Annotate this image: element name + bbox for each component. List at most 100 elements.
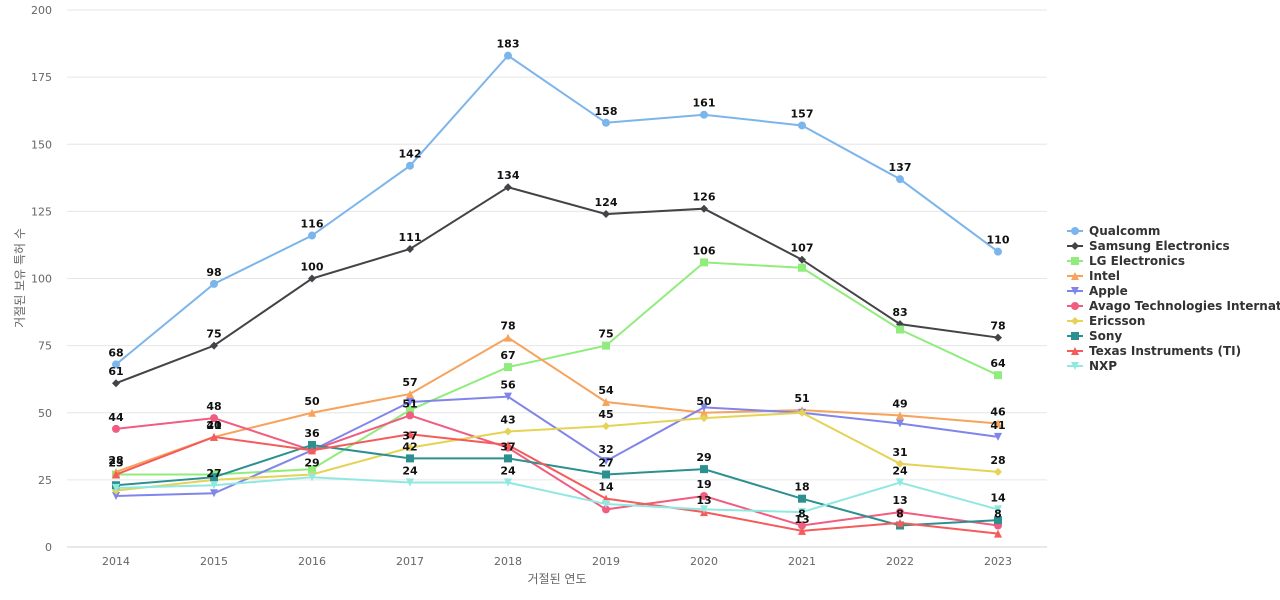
legend-label: Intel bbox=[1089, 269, 1120, 283]
series-7 bbox=[112, 440, 1002, 530]
data-point bbox=[700, 505, 708, 514]
data-point bbox=[602, 398, 610, 407]
y-tick-label: 0 bbox=[45, 541, 52, 554]
data-point bbox=[504, 333, 512, 342]
data-point bbox=[112, 424, 120, 433]
data-point bbox=[994, 333, 1002, 342]
data-label: 8 bbox=[994, 508, 1002, 521]
data-label: 29 bbox=[696, 451, 711, 464]
series-5 bbox=[112, 411, 1002, 530]
data-point bbox=[602, 500, 610, 509]
legend-marker bbox=[1071, 332, 1079, 340]
legend-item: NXP bbox=[1067, 359, 1117, 373]
x-tick-label: 2017 bbox=[396, 555, 424, 568]
legend-item: Texas Instruments (TI) bbox=[1067, 344, 1241, 358]
data-point bbox=[700, 403, 708, 412]
data-label: 57 bbox=[402, 376, 417, 389]
data-label: 124 bbox=[595, 196, 618, 209]
series-line bbox=[115, 336, 999, 473]
legend-item: Ericsson bbox=[1067, 314, 1145, 328]
data-point bbox=[308, 274, 316, 283]
data-point bbox=[210, 279, 218, 288]
data-label: 50 bbox=[696, 395, 712, 408]
data-point bbox=[994, 529, 1002, 538]
data-point bbox=[896, 459, 904, 468]
data-point bbox=[896, 419, 904, 428]
data-point bbox=[700, 204, 708, 213]
data-point bbox=[798, 521, 806, 530]
legend-marker bbox=[1071, 287, 1079, 295]
data-point bbox=[406, 398, 414, 407]
legend-item: Apple bbox=[1067, 284, 1128, 298]
data-point bbox=[798, 526, 806, 535]
series-line bbox=[115, 186, 999, 385]
data-point bbox=[308, 408, 316, 417]
y-tick-label: 75 bbox=[38, 340, 52, 353]
data-label: 78 bbox=[990, 320, 1005, 333]
data-point bbox=[798, 408, 806, 417]
data-label: 61 bbox=[108, 365, 123, 378]
y-tick-label: 150 bbox=[31, 138, 52, 151]
data-point bbox=[504, 478, 512, 487]
data-label: 18 bbox=[794, 481, 809, 494]
y-tick-label: 100 bbox=[31, 273, 52, 286]
data-point bbox=[700, 110, 708, 119]
data-point bbox=[798, 255, 806, 264]
series-line bbox=[115, 54, 999, 366]
data-point bbox=[504, 51, 512, 60]
data-point bbox=[602, 341, 610, 350]
data-label: 45 bbox=[598, 408, 613, 421]
y-tick-label: 25 bbox=[38, 474, 52, 487]
x-tick-label: 2018 bbox=[494, 555, 522, 568]
data-point bbox=[602, 505, 610, 514]
y-tick-label: 50 bbox=[38, 407, 52, 420]
data-point bbox=[210, 481, 218, 490]
data-point bbox=[994, 419, 1002, 428]
series-3 bbox=[112, 333, 1002, 476]
data-point bbox=[406, 454, 414, 463]
x-tick-label: 2014 bbox=[102, 555, 130, 568]
data-label: 142 bbox=[399, 148, 422, 161]
y-tick-label: 125 bbox=[31, 205, 52, 218]
data-point bbox=[504, 183, 512, 192]
data-label: 158 bbox=[595, 105, 618, 118]
x-tick-label: 2020 bbox=[690, 555, 718, 568]
data-point bbox=[896, 478, 904, 487]
legend-marker bbox=[1071, 347, 1079, 355]
data-label: 51 bbox=[794, 392, 809, 405]
data-point bbox=[308, 473, 316, 482]
data-label: 41 bbox=[206, 419, 221, 432]
data-label: 27 bbox=[206, 467, 221, 480]
data-point bbox=[602, 457, 610, 466]
data-label: 28 bbox=[108, 454, 123, 467]
data-label: 28 bbox=[990, 454, 1005, 467]
data-label: 106 bbox=[693, 244, 716, 257]
data-point bbox=[406, 443, 414, 452]
data-label: 54 bbox=[598, 384, 614, 397]
data-point bbox=[896, 508, 904, 517]
data-point bbox=[602, 210, 610, 219]
x-axis-title: 거절된 연도 bbox=[527, 572, 586, 586]
data-label: 116 bbox=[301, 218, 324, 231]
data-point bbox=[602, 470, 610, 479]
data-label: 13 bbox=[794, 513, 809, 526]
data-label: 83 bbox=[892, 306, 907, 319]
legend-item: Samsung Electronics bbox=[1067, 239, 1230, 253]
data-point bbox=[504, 392, 512, 401]
data-point bbox=[112, 470, 120, 479]
data-point bbox=[504, 440, 512, 449]
data-point bbox=[210, 432, 218, 441]
data-point bbox=[602, 118, 610, 127]
data-label: 14 bbox=[598, 481, 614, 494]
legend-item: Intel bbox=[1067, 269, 1120, 283]
data-point bbox=[406, 244, 414, 253]
series-line bbox=[115, 476, 999, 514]
data-point bbox=[504, 454, 512, 463]
series-8 bbox=[112, 430, 1002, 538]
data-point bbox=[210, 341, 218, 350]
data-label: 14 bbox=[990, 491, 1006, 504]
legend-marker bbox=[1071, 257, 1079, 265]
y-tick-label: 200 bbox=[31, 4, 52, 17]
data-point bbox=[896, 175, 904, 184]
